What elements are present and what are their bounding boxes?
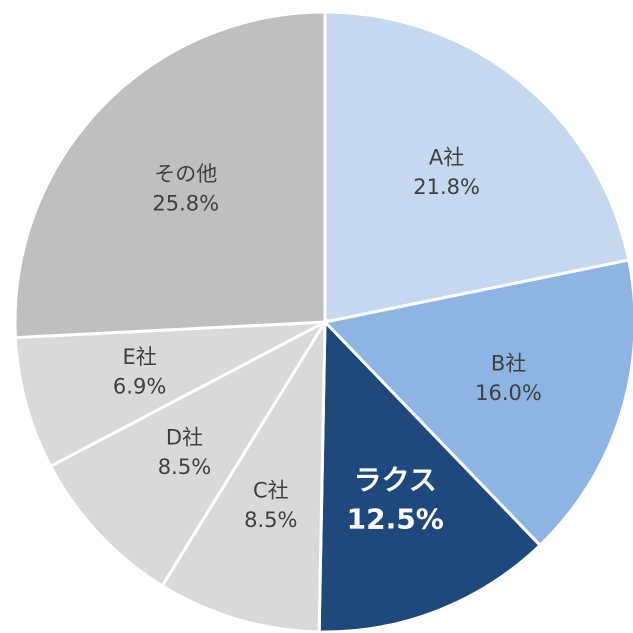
pie-slice (317, 318, 543, 633)
slice-label: C社 (253, 479, 289, 503)
pie-slice (48, 318, 330, 588)
value-label: 12.5% (347, 503, 444, 536)
pie-slice (322, 258, 633, 548)
slice-label: A社 (429, 145, 464, 169)
slice-label: その他 (154, 162, 217, 186)
pie-slice (323, 10, 631, 324)
slice-label: B社 (491, 351, 526, 375)
value-label: 8.5% (158, 455, 211, 479)
value-label: 8.5% (244, 508, 297, 532)
pie-slice (13, 10, 327, 340)
slice-label: D社 (166, 425, 203, 449)
value-label: 21.8% (413, 175, 480, 199)
slice-label: E社 (122, 345, 156, 369)
pie-slice (160, 316, 327, 633)
value-label: 6.9% (113, 374, 166, 398)
slice-label: ラクス (354, 463, 437, 496)
value-label: 16.0% (475, 381, 542, 405)
value-label: 25.8% (152, 191, 219, 215)
pie-slice (13, 320, 326, 469)
